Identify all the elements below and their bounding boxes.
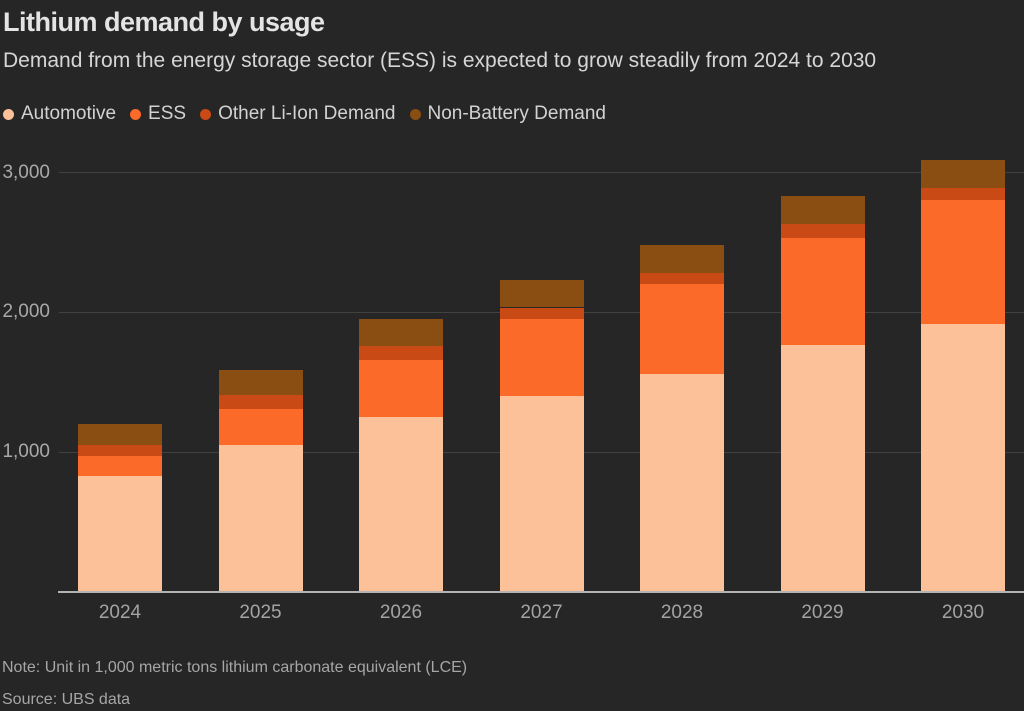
bar-segment-non-battery-demand bbox=[499, 280, 584, 308]
bar-segment-other-li-ion-demand bbox=[359, 345, 443, 360]
legend-swatch-icon bbox=[130, 108, 142, 120]
legend-label: Non-Battery Demand bbox=[427, 103, 606, 124]
bar-segment-ess bbox=[218, 408, 303, 445]
legend-item: Non-Battery Demand bbox=[409, 103, 606, 125]
legend-item: Automotive bbox=[3, 103, 116, 125]
legend-label: Automotive bbox=[21, 103, 117, 124]
bar-segment-other-li-ion-demand bbox=[640, 272, 724, 284]
bar-segment-other-li-ion-demand bbox=[921, 187, 1005, 200]
x-tick-label: 2028 bbox=[660, 602, 704, 623]
bar-segment-automotive bbox=[640, 373, 724, 592]
bar-segment-ess bbox=[921, 199, 1005, 324]
y-tick-label: 1,000 bbox=[2, 441, 50, 463]
bar-segment-other-li-ion-demand bbox=[78, 444, 162, 457]
bar-segment-non-battery-demand bbox=[780, 196, 865, 224]
bar-segment-ess bbox=[499, 319, 584, 396]
bar-segment-ess bbox=[640, 283, 724, 374]
bar-segment-automotive bbox=[921, 323, 1005, 592]
bar-segment-other-li-ion-demand bbox=[499, 307, 584, 320]
bar-segment-non-battery-demand bbox=[921, 160, 1005, 188]
x-tick-label: 2026 bbox=[379, 602, 423, 623]
legend-label: Other Li-Ion Demand bbox=[218, 103, 396, 124]
chart-source: Source: UBS data bbox=[2, 691, 131, 708]
legend-swatch-icon bbox=[409, 108, 421, 120]
bar-segment-automotive bbox=[359, 416, 443, 592]
x-axis-line bbox=[58, 591, 1024, 593]
bar-segment-ess bbox=[359, 359, 443, 417]
legend-swatch-icon bbox=[200, 108, 212, 120]
legend-item: ESS bbox=[130, 103, 186, 125]
bar-segment-automotive bbox=[780, 344, 865, 592]
chart-subtitle: Demand from the energy storage sector (E… bbox=[3, 49, 877, 72]
x-tick-label: 2024 bbox=[98, 602, 142, 623]
bar-segment-other-li-ion-demand bbox=[780, 223, 865, 238]
bar-segment-other-li-ion-demand bbox=[218, 394, 303, 409]
bar-segment-automotive bbox=[218, 444, 303, 592]
x-tick-label: 2025 bbox=[239, 602, 282, 623]
legend-label: ESS bbox=[148, 103, 187, 124]
bar-segment-ess bbox=[78, 456, 162, 476]
bar-segment-automotive bbox=[78, 475, 162, 592]
bar-segment-non-battery-demand bbox=[359, 319, 443, 346]
legend-swatch-icon bbox=[3, 108, 14, 120]
chart-title: Lithium demand by usage bbox=[3, 7, 325, 37]
legend-item: Other Li-Ion Demand bbox=[200, 103, 396, 125]
bar-segment-ess bbox=[780, 237, 865, 345]
bar-segment-automotive bbox=[499, 395, 584, 592]
x-tick-label: 2027 bbox=[520, 602, 563, 623]
x-tick-label: 2029 bbox=[801, 602, 844, 623]
x-tick-label: 2030 bbox=[941, 602, 985, 623]
y-tick-label: 3,000 bbox=[2, 161, 50, 183]
bar-segment-non-battery-demand bbox=[78, 423, 162, 445]
bar-segment-non-battery-demand bbox=[640, 244, 724, 273]
chart-note: Note: Unit in 1,000 metric tons lithium … bbox=[2, 659, 468, 676]
y-tick-label: 2,000 bbox=[2, 301, 50, 323]
gridline bbox=[59, 172, 1024, 174]
chart-legend: Automotive ESS Other Li-Ion Demand Non-Batt… bbox=[3, 103, 606, 125]
bar-segment-non-battery-demand bbox=[218, 369, 303, 395]
